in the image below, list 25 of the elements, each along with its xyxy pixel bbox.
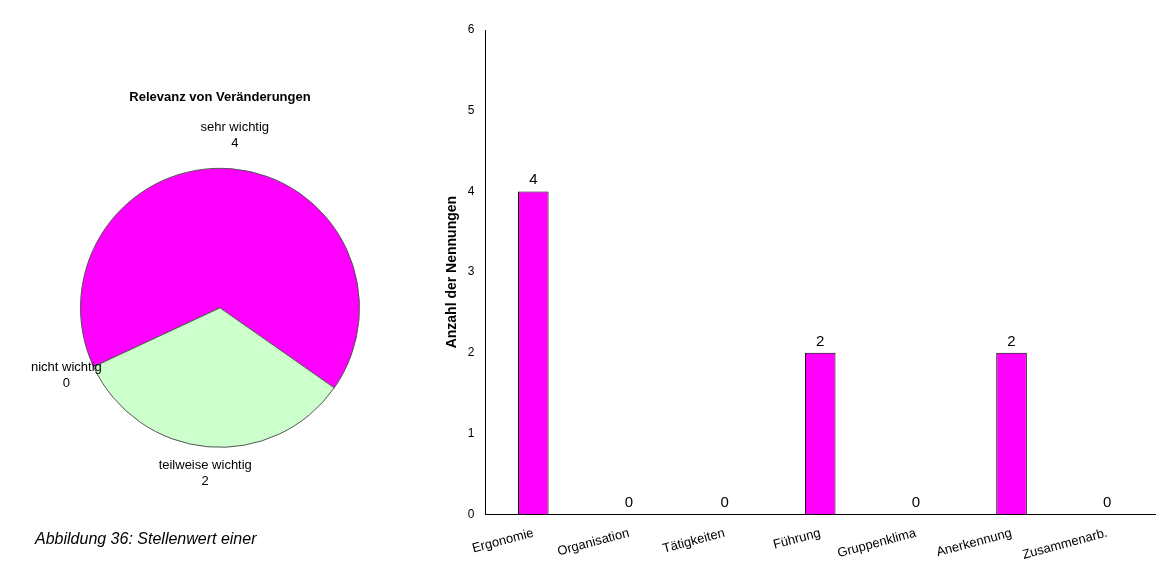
y-tick-label: 0 xyxy=(467,506,475,521)
data-label: 4 xyxy=(231,134,239,150)
y-axis-title: Anzahl der Nennungen xyxy=(443,195,460,349)
y-tick-label: 5 xyxy=(467,103,475,118)
data-label: 4 xyxy=(529,170,538,188)
data-label: 2 xyxy=(1007,331,1016,349)
data-label: 0 xyxy=(1103,492,1112,510)
y-tick-label: 4 xyxy=(467,183,475,198)
x-tick-label: Führung xyxy=(771,524,822,552)
y-tick-label: 1 xyxy=(467,425,475,440)
y-tick-label: 2 xyxy=(467,345,475,360)
x-tick-label: Tätigkeiten xyxy=(660,524,727,556)
category-label: nicht wichtig xyxy=(30,359,102,375)
data-label: 0 xyxy=(911,492,921,510)
data-label: 2 xyxy=(816,331,825,349)
slice-label: teilweise wichtig xyxy=(158,456,252,472)
data-label: 0 xyxy=(720,492,729,510)
y-tick-label: 6 xyxy=(467,22,475,37)
data-label: 0 xyxy=(624,492,634,510)
text: Abbildung 36: Stellenwert einer xyxy=(35,530,257,548)
text: 0 xyxy=(62,375,70,391)
y-tick-label: 3 xyxy=(467,264,475,279)
data-label: 2 xyxy=(201,472,209,488)
slice-label: sehr wichtig xyxy=(200,118,270,134)
chart-title: Relevanz von Veränderungen xyxy=(129,89,311,105)
